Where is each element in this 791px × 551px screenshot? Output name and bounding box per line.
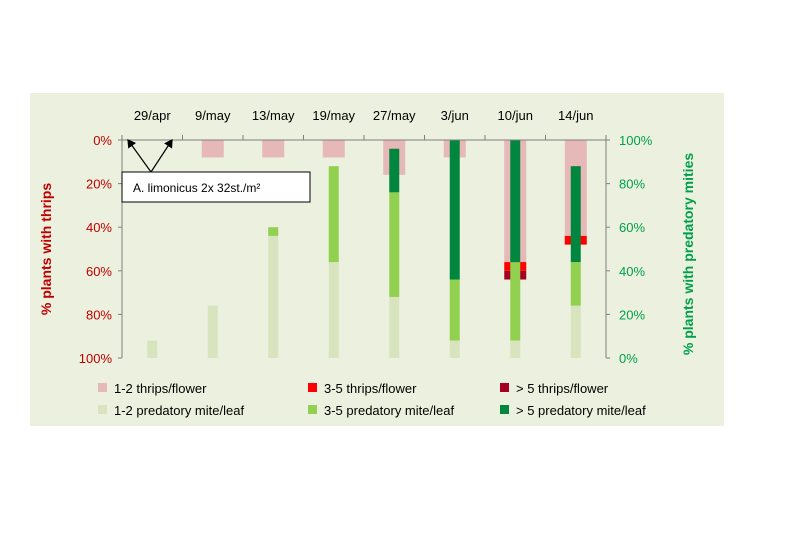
chart-panel: 29/apr 9/may 13/may 19/may 27/may 3/jun 10/jun… (30, 93, 724, 426)
legend-label-mite-2: 3-5 predatory mite/leaf (324, 403, 454, 418)
right-axis-title: % plants with predatory mities (680, 153, 696, 355)
mite-bar-2-4 (328, 166, 339, 263)
mite-bar-1-7 (510, 340, 521, 358)
mite-bar-1-3 (268, 235, 279, 358)
category-label-6: 3/jun (441, 108, 469, 123)
axes: 29/apr 9/may 13/may 19/may 27/may 3/jun 10/jun… (38, 108, 696, 366)
category-label-8: 14/jun (558, 108, 593, 123)
left-axis-title: % plants with thrips (38, 183, 54, 315)
mite-bar-3-8 (570, 166, 581, 263)
legend-label-thrips-1: 1-2 thrips/flower (114, 381, 207, 396)
legend-swatch-thrips-2 (308, 383, 317, 392)
legend-label-mite-1: 1-2 predatory mite/leaf (114, 403, 244, 418)
annotation-arrow-right (150, 138, 173, 173)
mite-bar-1-2 (207, 305, 218, 358)
mite-bar-2-5 (389, 192, 400, 297)
mite-bar-2-7 (510, 262, 521, 341)
annotation-text: A. limonicus 2x 32st./m² (133, 181, 260, 195)
right-tick-label: 0% (619, 351, 638, 366)
mite-bar-1-8 (570, 305, 581, 358)
mite-bar-1-4 (328, 262, 339, 358)
right-tick-label: 100% (619, 133, 653, 148)
left-tick-label: 80% (86, 307, 112, 322)
legend-label-thrips-3: > 5 thrips/flower (516, 381, 609, 396)
category-label-7: 10/jun (498, 108, 533, 123)
category-label-3: 13/may (252, 108, 295, 123)
mite-bars (147, 140, 581, 358)
mite-bar-3-6 (449, 140, 460, 280)
mite-bar-2-3 (268, 227, 279, 236)
legend-swatch-mite-3 (500, 405, 509, 414)
legend-swatch-mite-1 (98, 405, 107, 414)
left-tick-label: 40% (86, 220, 112, 235)
legend-label-mite-3: > 5 predatory mite/leaf (516, 403, 646, 418)
right-tick-label: 60% (619, 220, 645, 235)
category-label-2: 9/may (195, 108, 231, 123)
mite-bar-2-6 (449, 279, 460, 341)
category-label-4: 19/may (312, 108, 355, 123)
left-tick-label: 20% (86, 177, 112, 192)
thrips-bar-1-4 (322, 140, 345, 158)
right-tick-label: 40% (619, 264, 645, 279)
mite-bar-3-5 (389, 148, 400, 193)
legend-swatch-thrips-1 (98, 383, 107, 392)
mite-bar-1-6 (449, 340, 460, 358)
category-label-5: 27/may (373, 108, 416, 123)
legend: 1-2 thrips/flower 3-5 thrips/flower > 5 th… (98, 381, 646, 418)
mite-bar-3-7 (510, 140, 521, 263)
annotation-box (121, 171, 311, 203)
mite-bar-1-1 (147, 340, 158, 358)
thrips-bar-1-3 (262, 140, 285, 158)
mite-bar-1-5 (389, 296, 400, 358)
legend-swatch-thrips-3 (500, 383, 509, 392)
annotation-arrow-left (127, 139, 152, 173)
right-tick-label: 80% (619, 177, 645, 192)
right-tick-label: 20% (619, 307, 645, 322)
category-label-1: 29/apr (134, 108, 172, 123)
left-tick-label: 60% (86, 264, 112, 279)
legend-swatch-mite-2 (308, 405, 317, 414)
left-tick-label: 0% (93, 133, 112, 148)
left-tick-label: 100% (79, 351, 113, 366)
thrips-bar-1-2 (201, 140, 224, 158)
annotation: A. limonicus 2x 32st./m² (121, 138, 311, 203)
legend-label-thrips-2: 3-5 thrips/flower (324, 381, 417, 396)
chart-svg: 29/apr 9/may 13/may 19/may 27/may 3/jun 10/jun… (38, 108, 696, 418)
mite-bar-2-8 (570, 262, 581, 306)
